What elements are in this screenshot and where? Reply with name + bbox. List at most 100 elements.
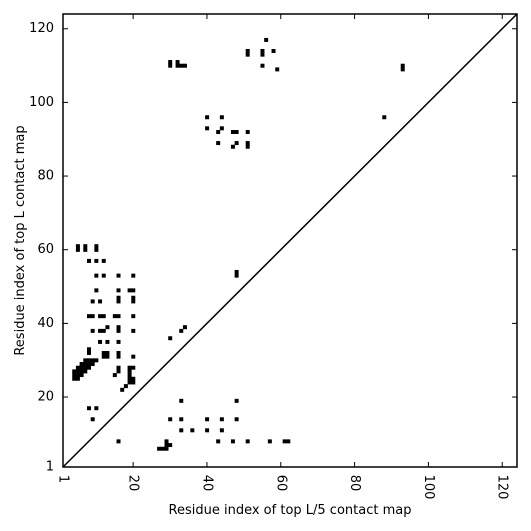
contact-point — [164, 443, 169, 448]
contact-point — [131, 376, 136, 381]
contact-point — [131, 295, 136, 300]
contact-point — [94, 358, 99, 363]
contact-point — [105, 325, 110, 330]
contact-point — [90, 358, 95, 363]
contact-point — [267, 439, 272, 444]
contact-point — [168, 336, 173, 341]
contact-point — [179, 63, 184, 68]
contact-point — [83, 362, 88, 367]
x-tick-label: 40 — [199, 475, 214, 492]
y-tick-label: 40 — [37, 316, 54, 331]
contact-point — [216, 130, 221, 134]
contact-point — [123, 384, 128, 389]
contact-point — [219, 126, 224, 131]
contact-point — [72, 373, 77, 378]
contact-point — [94, 244, 99, 249]
contact-point — [205, 126, 210, 131]
x-axis-label: Residue index of top L/5 contact map — [169, 503, 412, 518]
contact-point — [90, 362, 95, 367]
contact-point — [98, 339, 103, 344]
contact-point — [271, 48, 276, 53]
data-marks — [72, 37, 405, 451]
contact-point — [179, 417, 184, 422]
x-tick-label: 80 — [347, 475, 362, 492]
contact-point — [116, 439, 121, 444]
contact-point — [105, 354, 110, 359]
contact-point — [83, 247, 88, 252]
contact-point — [86, 350, 91, 355]
contact-point — [101, 328, 106, 333]
contact-point — [90, 328, 95, 333]
y-tick-label: 60 — [37, 242, 54, 257]
contact-point — [260, 63, 265, 68]
contact-point — [86, 258, 91, 263]
contact-point — [205, 115, 210, 120]
contact-point — [112, 373, 117, 378]
contact-point — [164, 446, 169, 451]
contact-point — [98, 328, 103, 333]
contact-point — [230, 130, 235, 134]
contact-point — [175, 60, 180, 65]
contact-point — [116, 369, 121, 374]
contact-point — [168, 443, 173, 448]
contact-point — [282, 439, 287, 444]
contact-point — [234, 417, 239, 422]
contact-point — [234, 269, 239, 274]
contact-point — [400, 67, 405, 72]
contact-point — [131, 314, 136, 319]
contact-point — [219, 417, 224, 422]
contact-point — [86, 358, 91, 363]
contact-point — [83, 365, 88, 370]
x-tick-label: 1 — [56, 475, 71, 483]
y-tick-label: 120 — [29, 21, 54, 36]
y-tick-label: 100 — [29, 95, 54, 110]
contact-point — [131, 273, 136, 278]
contact-point — [157, 446, 162, 451]
contact-point — [116, 365, 121, 370]
contact-point — [234, 273, 239, 278]
contact-point — [112, 314, 117, 319]
contact-point — [75, 373, 80, 378]
contact-point — [90, 299, 95, 304]
contact-point — [245, 141, 250, 146]
contact-point — [127, 365, 132, 370]
contact-point — [182, 63, 187, 68]
contact-point — [86, 362, 91, 367]
contact-point — [400, 63, 405, 68]
contact-point — [72, 376, 77, 381]
contact-point — [116, 325, 121, 330]
contact-point — [75, 376, 80, 381]
contact-point — [86, 347, 91, 352]
contact-point — [260, 52, 265, 57]
y-axis-label: Residue index of top L contact map — [13, 125, 28, 355]
x-tick-label: 60 — [273, 475, 288, 492]
contact-point — [79, 362, 84, 367]
contact-point — [230, 439, 235, 444]
contact-point — [120, 387, 125, 392]
contact-point — [75, 244, 80, 249]
contact-point — [105, 350, 110, 355]
x-axis-ticks: 1 20 40 60 80 100 120 — [56, 14, 510, 499]
contact-point — [245, 52, 250, 57]
contact-point — [131, 365, 136, 370]
contact-point — [79, 365, 84, 370]
contact-point — [275, 67, 280, 72]
y-tick-label: 80 — [37, 169, 54, 184]
contact-point — [94, 247, 99, 252]
contact-point — [168, 63, 173, 68]
contact-point — [127, 380, 132, 385]
contact-point — [234, 141, 239, 146]
contact-point — [101, 354, 106, 359]
contact-point — [264, 37, 269, 42]
contact-point — [127, 369, 132, 374]
contact-point — [205, 417, 210, 422]
contact-point — [83, 244, 88, 249]
contact-point — [116, 299, 121, 304]
contact-point — [216, 141, 221, 146]
contact-point — [219, 115, 224, 120]
contact-point — [90, 314, 95, 319]
contact-point — [83, 358, 88, 363]
contact-point — [116, 328, 121, 333]
contact-point — [116, 288, 121, 293]
contact-point — [127, 288, 132, 293]
